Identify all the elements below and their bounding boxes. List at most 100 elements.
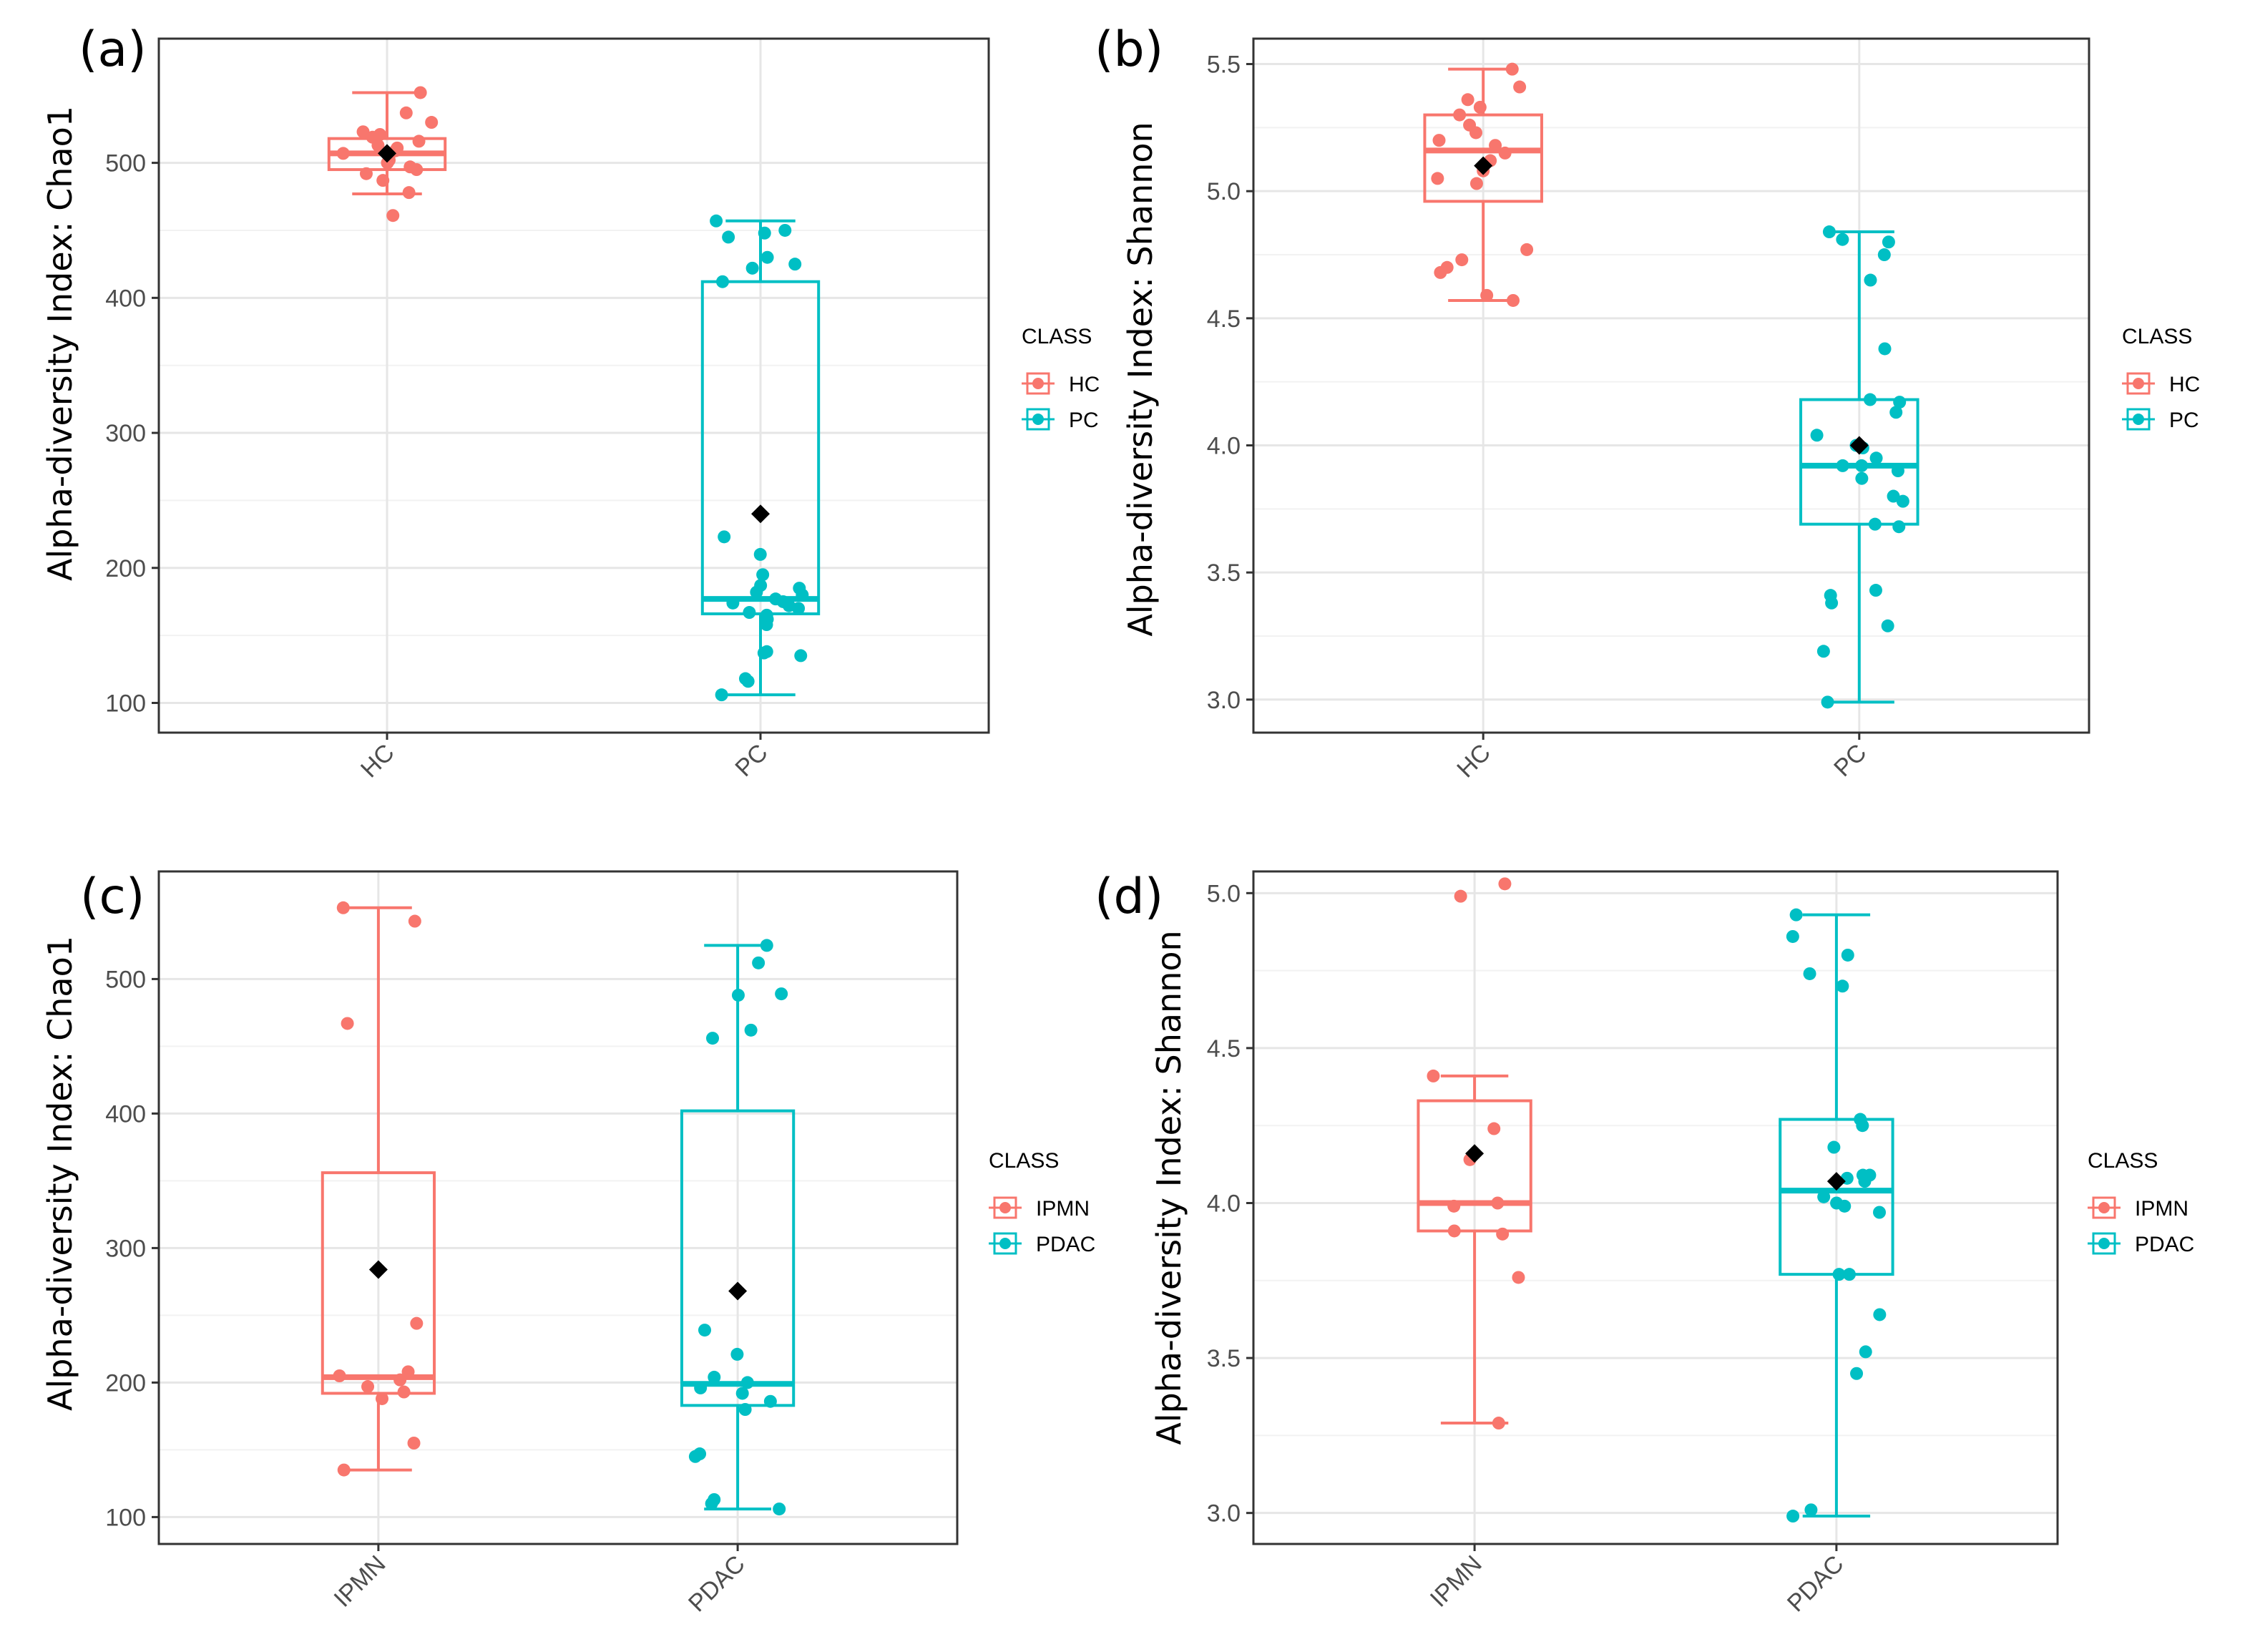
data-point	[1893, 396, 1906, 409]
data-point	[376, 1392, 388, 1405]
y-tick-label: 3.0	[1207, 1500, 1241, 1528]
data-point	[409, 915, 421, 928]
panel-label: (d)	[1095, 869, 1163, 925]
data-point	[764, 1395, 777, 1408]
x-tick-label: HC	[1452, 739, 1496, 783]
data-point	[1463, 119, 1476, 132]
data-point	[760, 645, 773, 658]
x-tick-label: IPMN	[329, 1550, 391, 1613]
data-point	[1873, 1308, 1886, 1321]
data-point	[1498, 877, 1511, 890]
data-point	[746, 262, 759, 275]
legend-title: CLASS	[2088, 1149, 2158, 1173]
data-point	[398, 1386, 411, 1399]
plot-background	[159, 39, 989, 733]
x-tick-label: HC	[356, 739, 400, 783]
data-point	[1487, 1123, 1500, 1135]
data-point	[1786, 1510, 1799, 1523]
data-point	[1827, 1141, 1840, 1154]
y-tick-label: 3.0	[1207, 687, 1241, 714]
legend-label: IPMN	[1036, 1197, 1090, 1221]
y-tick-label: 4.0	[1207, 1191, 1241, 1218]
data-point	[1864, 274, 1877, 287]
figure: 100200300400500HC PC(a)Alpha-diversity In…	[0, 0, 2245, 1652]
data-point	[773, 1502, 786, 1515]
data-point	[1453, 109, 1466, 122]
data-point	[338, 1464, 351, 1477]
x-tick-label: PC	[730, 739, 773, 782]
y-tick-label: 300	[105, 1235, 146, 1262]
data-point	[752, 957, 765, 969]
data-point	[730, 1348, 743, 1361]
data-point	[1892, 520, 1905, 533]
y-tick-label: 5.0	[1207, 178, 1241, 205]
data-point	[1512, 1271, 1525, 1284]
y-tick-label: 100	[105, 1504, 146, 1531]
x-tick-label: PC	[1829, 739, 1872, 782]
data-point	[414, 86, 427, 99]
data-point	[341, 1017, 354, 1030]
panel-a: 100 200 300 400 500 HC PC (a)Alpha-diversity In…	[41, 21, 1100, 783]
legend-label: PC	[1069, 409, 1099, 432]
data-point	[333, 1369, 346, 1382]
y-tick-label: 5.0	[1207, 880, 1241, 907]
plot-background	[159, 871, 957, 1544]
legend-key-point	[2133, 378, 2144, 389]
y-tick-label: 5.5	[1207, 52, 1241, 79]
data-point	[716, 275, 729, 288]
data-point	[1882, 235, 1895, 248]
data-point	[1842, 949, 1854, 962]
legend-title: CLASS	[1022, 325, 1092, 348]
legend-key-point	[1032, 414, 1044, 425]
y-tick-label: 500	[105, 150, 146, 177]
data-point	[1427, 1070, 1439, 1082]
data-point	[1441, 261, 1454, 274]
data-point	[756, 568, 769, 581]
data-point	[403, 160, 416, 173]
x-tick-label: PDAC	[683, 1550, 750, 1618]
data-point	[769, 592, 782, 605]
data-point	[1489, 139, 1502, 152]
data-point	[1804, 1503, 1817, 1516]
plot-background	[1253, 871, 2058, 1544]
data-point	[408, 1437, 421, 1450]
y-tick-label: 400	[105, 285, 146, 312]
data-point	[1823, 225, 1836, 238]
data-point	[373, 128, 386, 141]
data-point	[1447, 1200, 1460, 1213]
data-point	[402, 1365, 415, 1378]
data-point	[778, 224, 791, 237]
legend-key-point	[2098, 1202, 2110, 1213]
data-point	[1474, 101, 1487, 114]
data-point	[726, 597, 739, 610]
data-point	[1804, 967, 1816, 980]
legend-label: PDAC	[2135, 1233, 2194, 1256]
data-point	[357, 125, 370, 138]
legend-key-point	[2133, 414, 2144, 425]
data-point	[758, 227, 771, 240]
data-point	[1859, 1345, 1872, 1358]
data-point	[1843, 1268, 1856, 1281]
data-point	[715, 688, 728, 701]
data-point	[698, 1324, 711, 1336]
data-point	[386, 209, 399, 222]
data-point	[1492, 1417, 1505, 1429]
y-tick-label: 4.5	[1207, 306, 1241, 333]
legend-label: PC	[2169, 409, 2199, 432]
data-point	[710, 215, 723, 228]
data-point	[337, 901, 350, 914]
data-point	[754, 548, 767, 561]
y-tick-label: 200	[105, 1369, 146, 1397]
legend-key-point	[999, 1202, 1011, 1213]
data-point	[1513, 81, 1526, 94]
data-point	[760, 939, 773, 952]
legend: CLASSHCPC	[1022, 325, 1100, 432]
data-point	[1507, 294, 1520, 307]
y-tick-label: 400	[105, 1100, 146, 1128]
data-point	[376, 174, 389, 187]
data-point	[718, 530, 730, 543]
data-point	[1887, 490, 1900, 503]
y-tick-label: 4.0	[1207, 432, 1241, 459]
data-point	[360, 167, 373, 180]
data-point	[1448, 1224, 1461, 1237]
